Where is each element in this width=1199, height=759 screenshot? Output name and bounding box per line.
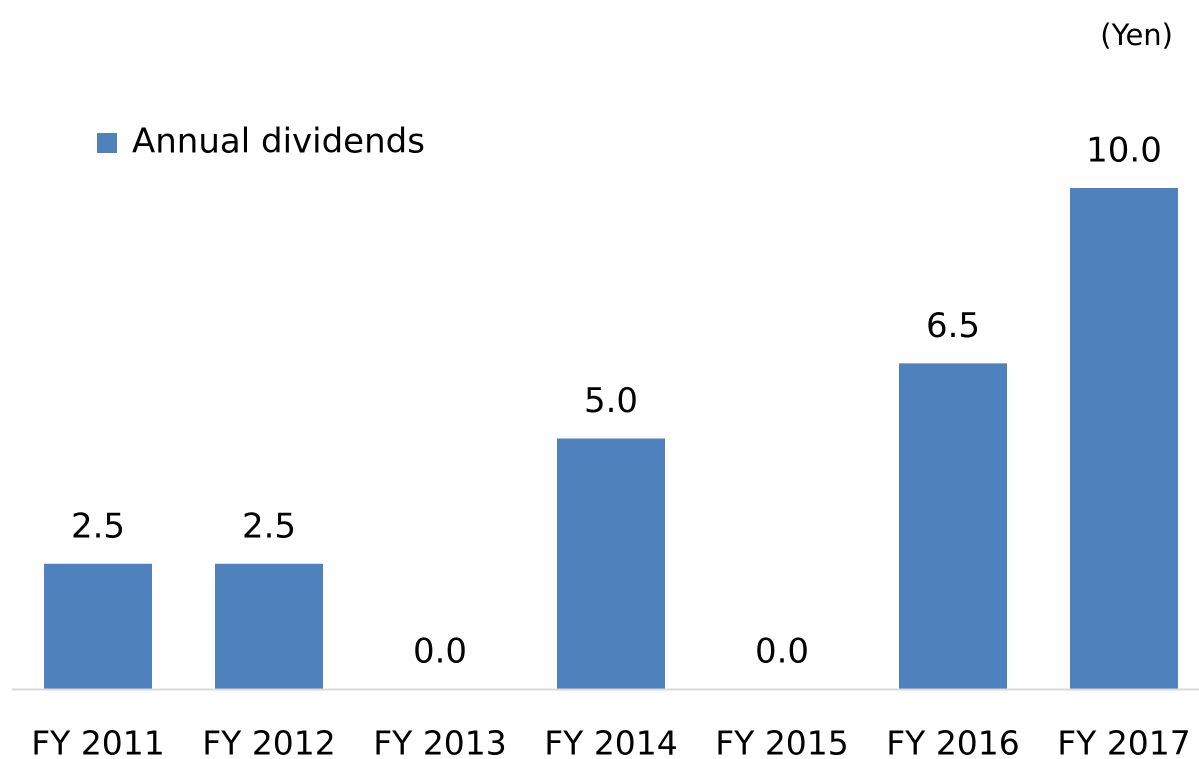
- data-label: 5.0: [584, 381, 638, 421]
- x-tick-label: FY 2012: [202, 724, 336, 759]
- x-tick-label: FY 2016: [886, 724, 1020, 759]
- data-label: 2.5: [71, 506, 125, 546]
- data-label: 0.0: [413, 632, 467, 672]
- data-label: 6.5: [926, 306, 980, 346]
- legend-label: Annual dividends: [132, 122, 425, 162]
- bar: [557, 438, 665, 689]
- bar: [899, 363, 1007, 689]
- x-tick-label: FY 2014: [544, 724, 678, 759]
- bar: [44, 563, 152, 689]
- bar: [1070, 188, 1178, 689]
- data-label: 10.0: [1086, 131, 1162, 171]
- data-label: 0.0: [755, 632, 809, 672]
- x-tick-label: FY 2015: [715, 724, 849, 759]
- x-tick-label: FY 2011: [31, 724, 165, 759]
- unit-label: (Yen): [1100, 18, 1173, 52]
- bar: [215, 563, 323, 689]
- legend-swatch: [97, 133, 117, 153]
- data-label: 2.5: [242, 506, 296, 546]
- x-tick-label: FY 2013: [373, 724, 507, 759]
- x-tick-label: FY 2017: [1057, 724, 1191, 759]
